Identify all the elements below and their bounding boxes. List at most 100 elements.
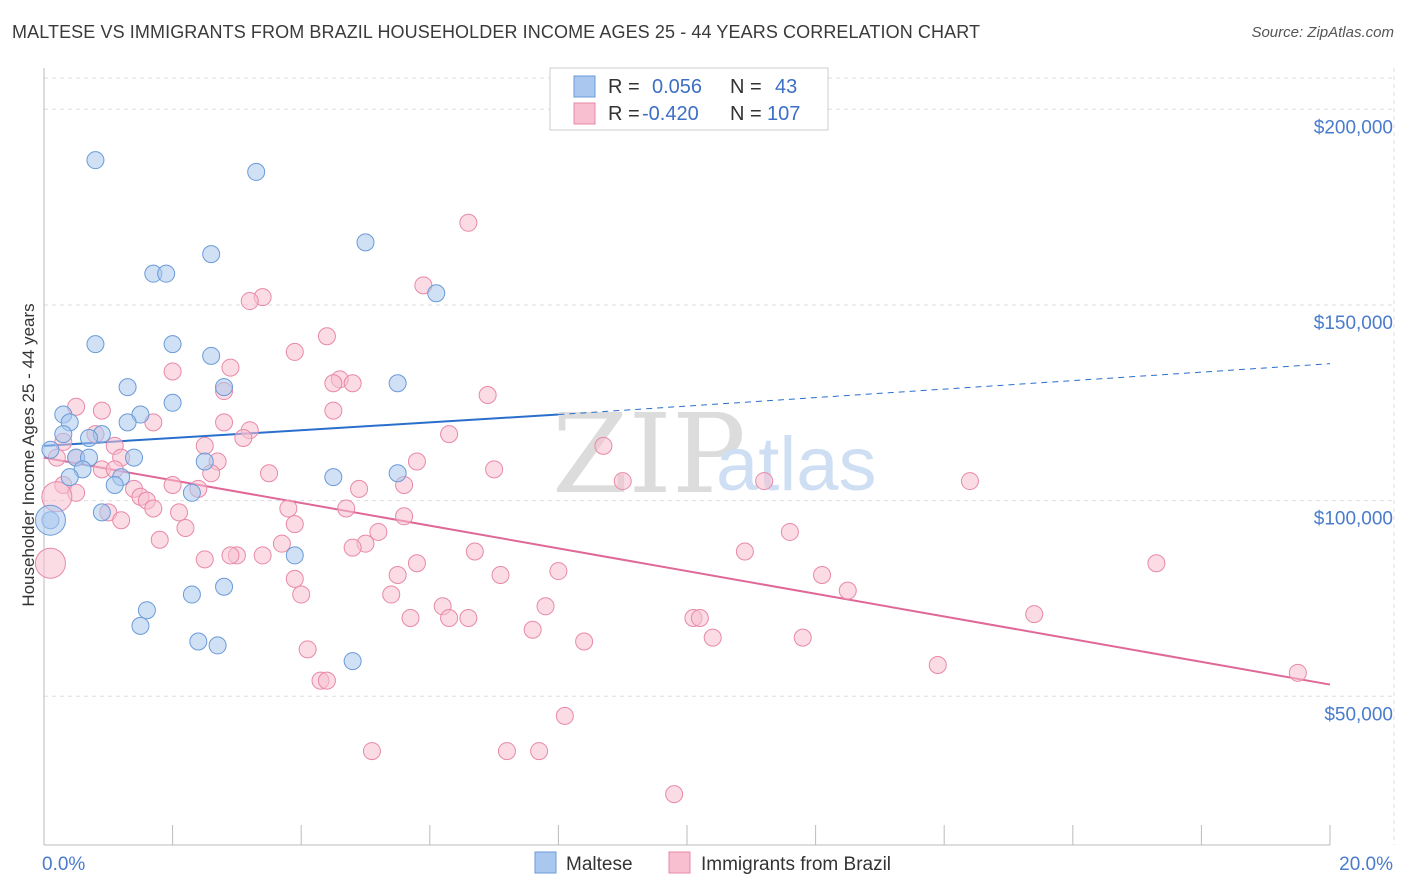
brazil-point: [960, 472, 979, 491]
maltese-point: [118, 413, 137, 432]
maltese-point: [356, 233, 375, 252]
y-tick-label: $200,000: [1314, 117, 1393, 138]
maltese-point: [195, 452, 214, 471]
brazil-point: [112, 511, 131, 530]
legend-n-label-1: N =: [730, 76, 762, 98]
brazil-point: [735, 542, 754, 561]
maltese-point: [157, 264, 176, 283]
brazil-point: [170, 503, 189, 522]
brazil-point: [343, 374, 362, 393]
brazil-point: [324, 374, 343, 393]
brazil-point: [260, 464, 279, 483]
legend-swatch-maltese: [573, 75, 596, 98]
brazil-point: [144, 499, 163, 518]
brazil-point: [407, 452, 426, 471]
maltese-point: [388, 374, 407, 393]
brazil-point: [350, 479, 369, 498]
maltese-point: [92, 503, 111, 522]
maltese-point: [208, 636, 227, 655]
brazil-point: [382, 585, 401, 604]
maltese-point: [80, 429, 99, 448]
brazil-trend-line: [43, 456, 1331, 686]
brazil-point: [813, 565, 832, 584]
maltese-point: [427, 284, 446, 303]
brazil-points: [34, 213, 1307, 804]
brazil-point: [215, 413, 234, 432]
brazil-point: [285, 569, 304, 588]
brazil-point: [549, 562, 568, 581]
watermark-zip: ZIP: [552, 390, 746, 518]
bottom-legend-maltese: Maltese: [566, 854, 633, 875]
brazil-point: [285, 342, 304, 361]
brazil-point: [491, 565, 510, 584]
brazil-point: [285, 515, 304, 534]
maltese-point: [131, 616, 150, 635]
brazil-point: [793, 628, 812, 647]
brazil-point: [369, 522, 388, 541]
legend-r-value-1: 0.056: [652, 76, 702, 98]
brazil-point: [465, 542, 484, 561]
maltese-points: [34, 151, 446, 671]
maltese-point: [182, 483, 201, 502]
correlation-legend: R = 0.056 N = 43 R = -0.420 N = 107: [549, 67, 829, 131]
legend-swatch-brazil: [573, 102, 596, 125]
maltese-point: [54, 425, 73, 444]
maltese-point: [215, 577, 234, 596]
brazil-point: [407, 554, 426, 573]
brazil-point: [780, 522, 799, 541]
maltese-point: [137, 601, 156, 620]
brazil-point: [234, 429, 253, 448]
brazil-point: [92, 401, 111, 420]
brazil-point: [613, 472, 632, 491]
brazil-point: [523, 620, 542, 639]
brazil-point-large: [34, 547, 66, 579]
legend-r-label-2: R =: [608, 103, 640, 125]
maltese-point: [182, 585, 201, 604]
axes: [43, 68, 1331, 846]
brazil-point: [317, 327, 336, 346]
y-tick-label: $150,000: [1314, 313, 1393, 334]
maltese-point: [202, 245, 221, 264]
brazil-point: [388, 565, 407, 584]
series-legend: Maltese Immigrants from Brazil: [534, 851, 891, 875]
brazil-point: [459, 213, 478, 232]
y-tick-label: $100,000: [1314, 509, 1393, 530]
brazil-point: [272, 534, 291, 553]
maltese-point: [163, 393, 182, 412]
x-tick-label-min: 0.0%: [42, 854, 85, 875]
bottom-legend-brazil: Immigrants from Brazil: [701, 854, 891, 875]
bottom-legend-swatch-maltese: [534, 851, 557, 874]
maltese-point: [215, 378, 234, 397]
trend-lines: [43, 363, 1331, 686]
brazil-point: [163, 475, 182, 494]
brazil-point: [555, 706, 574, 725]
brazil-point: [163, 362, 182, 381]
brazil-point: [298, 640, 317, 659]
maltese-point: [125, 448, 144, 467]
maltese-point: [247, 162, 266, 181]
brazil-point: [253, 546, 272, 565]
brazil-point: [337, 499, 356, 518]
brazil-point: [665, 785, 684, 804]
brazil-point: [690, 609, 709, 628]
maltese-point: [86, 151, 105, 170]
watermark-atlas: atlas: [716, 422, 877, 507]
brazil-point: [195, 436, 214, 455]
brazil-point: [755, 472, 774, 491]
maltese-point: [388, 464, 407, 483]
brazil-point: [928, 655, 947, 674]
brazil-point: [324, 401, 343, 420]
brazil-point: [703, 628, 722, 647]
brazil-point: [594, 436, 613, 455]
brazil-point: [478, 385, 497, 404]
bottom-legend-swatch-brazil: [668, 851, 691, 874]
maltese-trend-extension: [558, 363, 1331, 416]
brazil-point: [221, 358, 240, 377]
brazil-point: [459, 609, 478, 628]
brazil-point: [440, 609, 459, 628]
chart-title: MALTESE VS IMMIGRANTS FROM BRAZIL HOUSEH…: [12, 22, 981, 42]
brazil-point: [279, 499, 298, 518]
maltese-point: [324, 468, 343, 487]
brazil-point: [497, 742, 516, 761]
